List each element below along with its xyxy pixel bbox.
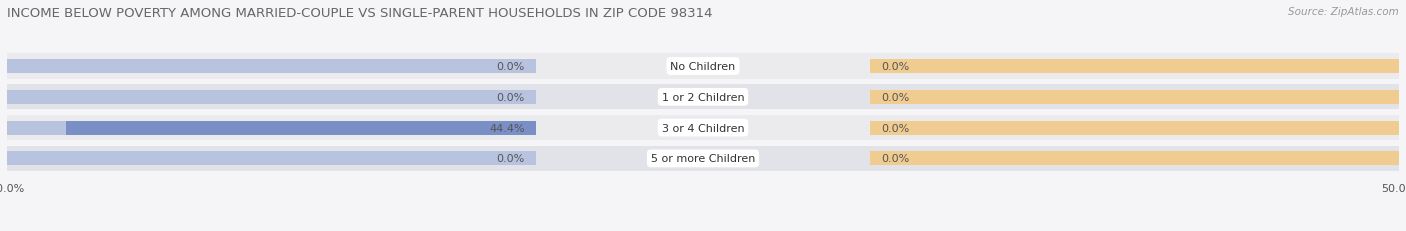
Bar — [7, 116, 1399, 141]
Legend: Married Couples, Single Parents: Married Couples, Single Parents — [586, 228, 820, 231]
Bar — [870, 60, 1399, 74]
Text: INCOME BELOW POVERTY AMONG MARRIED-COUPLE VS SINGLE-PARENT HOUSEHOLDS IN ZIP COD: INCOME BELOW POVERTY AMONG MARRIED-COUPL… — [7, 7, 713, 20]
Text: Source: ZipAtlas.com: Source: ZipAtlas.com — [1288, 7, 1399, 17]
Text: 0.0%: 0.0% — [496, 62, 524, 72]
Bar — [7, 60, 536, 74]
Text: 0.0%: 0.0% — [882, 92, 910, 102]
Bar — [7, 146, 1399, 171]
Bar — [7, 121, 536, 135]
Text: 0.0%: 0.0% — [882, 154, 910, 164]
Bar — [66, 121, 536, 135]
Text: No Children: No Children — [671, 62, 735, 72]
Text: 0.0%: 0.0% — [496, 154, 524, 164]
Bar — [7, 152, 536, 166]
Text: 0.0%: 0.0% — [882, 62, 910, 72]
Bar — [7, 91, 536, 104]
Text: 3 or 4 Children: 3 or 4 Children — [662, 123, 744, 133]
Bar — [870, 121, 1399, 135]
Bar — [7, 54, 1399, 79]
Text: 5 or more Children: 5 or more Children — [651, 154, 755, 164]
Bar — [7, 85, 1399, 110]
Text: 0.0%: 0.0% — [496, 92, 524, 102]
Text: 44.4%: 44.4% — [489, 123, 524, 133]
Bar — [870, 91, 1399, 104]
Text: 1 or 2 Children: 1 or 2 Children — [662, 92, 744, 102]
Bar — [870, 152, 1399, 166]
Text: 0.0%: 0.0% — [882, 123, 910, 133]
